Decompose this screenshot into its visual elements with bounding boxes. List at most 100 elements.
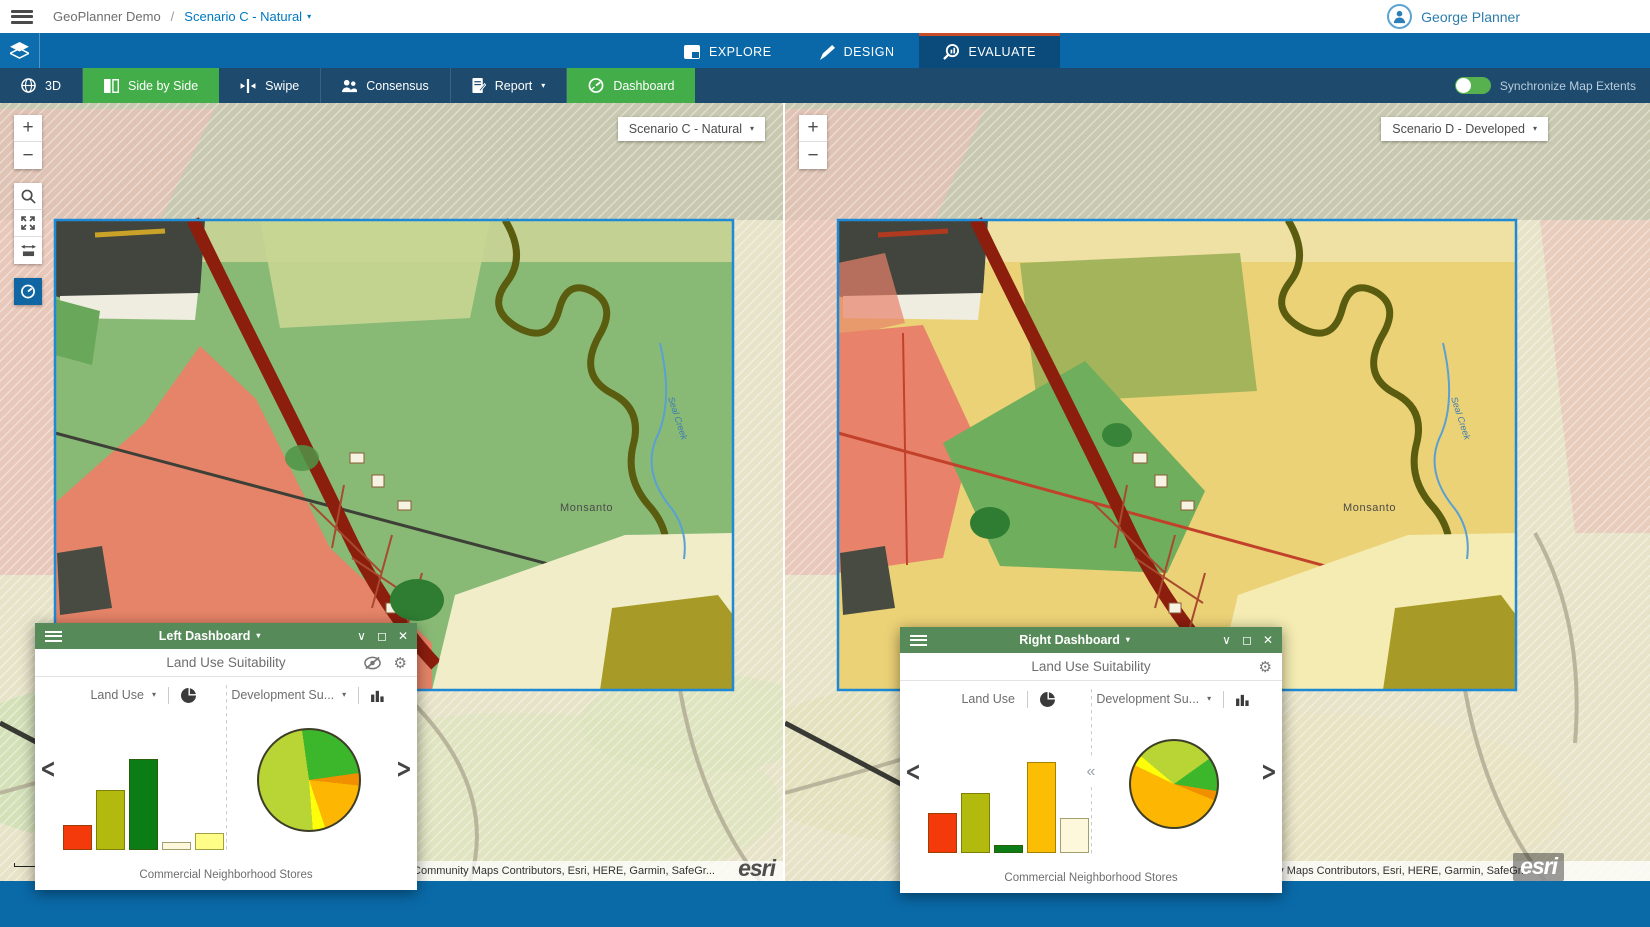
maximize-icon[interactable]: ◻ [376, 629, 387, 643]
dashboard-button-label: Dashboard [613, 78, 675, 93]
tab-design[interactable]: DESIGN [796, 33, 919, 68]
sync-extents-toggle[interactable] [1454, 77, 1491, 94]
close-icon[interactable]: ✕ [397, 629, 408, 643]
tab-evaluate[interactable]: EVALUATE [918, 33, 1060, 68]
attribution-right: Esri Community Maps Contributors, Esri, … [1196, 861, 1650, 881]
swipe-button[interactable]: Swipe [219, 68, 322, 103]
scenario-select-right-label: Scenario D - Developed [1392, 122, 1525, 136]
study-extent-left: Seal Creek Monsanto [54, 217, 734, 690]
caret-down-icon: ▾ [152, 690, 157, 699]
chart-selector[interactable]: Development Su... [1096, 692, 1200, 706]
gauge-icon [21, 284, 35, 299]
maximize-icon[interactable]: ◻ [1241, 633, 1252, 647]
measure-tool-button[interactable] [14, 237, 42, 264]
gauge-icon [588, 78, 604, 93]
dashboard-left-header: Left Dashboard ▾ ∨ ◻ ✕ [35, 623, 417, 649]
evaluate-icon [942, 44, 959, 60]
carousel-prev-button[interactable]: < [905, 756, 921, 788]
chart-caption: Commercial Neighborhood Stores [139, 869, 313, 881]
chart-card-land-use: Land Use [926, 681, 1091, 863]
collapse-icon[interactable]: ∨ [357, 629, 366, 643]
window-controls: ∨ ◻ ✕ [357, 630, 408, 642]
caret-down-icon: ▾ [1125, 635, 1130, 644]
place-label-left: Monsanto [560, 502, 613, 514]
dashboard-left-title-select[interactable]: Left Dashboard ▾ [62, 629, 357, 643]
extent-tool-button[interactable] [14, 210, 42, 237]
dashboard-right-charts: < Land Use « Development Su... ▾ [900, 681, 1282, 863]
gear-icon[interactable]: ⚙ [393, 654, 407, 672]
dashboard-window-right: Right Dashboard ▾ ∨ ◻ ✕ Land Use Suitabi… [900, 627, 1282, 893]
dashboard-button[interactable]: Dashboard [567, 68, 696, 103]
carousel-prev-button[interactable]: < [40, 753, 56, 784]
chart-card-header: Development Su... ▾ [227, 682, 392, 708]
zoom-in-button[interactable]: + [799, 115, 827, 142]
dashboard-right-title-select[interactable]: Right Dashboard ▾ [927, 633, 1222, 647]
pie-chart-left [227, 708, 392, 860]
caret-down-icon: ▾ [342, 690, 347, 699]
caret-down-icon: ▾ [256, 631, 261, 640]
caret-down-icon: ▾ [541, 80, 546, 90]
card-divider [225, 685, 227, 852]
side-by-side-button[interactable]: Side by Side [82, 68, 220, 103]
3d-button[interactable]: 3D [0, 68, 83, 103]
scenario-select-right[interactable]: Scenario D - Developed ▾ [1381, 117, 1548, 141]
3d-button-label: 3D [45, 78, 61, 93]
bar-chart-icon[interactable] [371, 689, 386, 702]
dashboard-menu-icon[interactable] [910, 634, 927, 646]
zoom-out-button[interactable]: − [14, 142, 42, 169]
bar-chart-right [926, 712, 1091, 863]
scenario-select-left-label: Scenario C - Natural [628, 122, 742, 136]
collapse-panel-icon[interactable]: « [1085, 759, 1097, 785]
collapse-icon[interactable]: ∨ [1222, 633, 1231, 647]
chart-card-dev-suitability: Development Su... ▾ [227, 677, 392, 860]
chart-selector[interactable]: Land Use [961, 692, 1015, 706]
chart-card-dev-suitability: Development Su... ▾ [1092, 681, 1257, 863]
user-menu[interactable]: George Planner [1387, 4, 1520, 29]
search-tool-button[interactable] [14, 183, 42, 210]
tab-explore-label: EXPLORE [709, 45, 772, 59]
side-by-side-icon [104, 78, 119, 93]
report-button[interactable]: Report ▾ [451, 68, 568, 103]
zoom-in-button[interactable]: + [14, 115, 42, 142]
scenario-select-left[interactable]: Scenario C - Natural ▾ [617, 117, 765, 141]
map-controls-left: + − [14, 115, 42, 319]
widget-title-row: Land Use Suitability ⚙ [35, 649, 417, 677]
consensus-button[interactable]: Consensus [321, 68, 451, 103]
bar-chart-icon[interactable] [1236, 693, 1251, 706]
user-name: George Planner [1421, 8, 1520, 25]
chart-card-header: Development Su... ▾ [1092, 686, 1257, 712]
swipe-button-label: Swipe [265, 78, 300, 93]
breadcrumb: GeoPlanner Demo / Scenario C - Natural ▾ [53, 9, 311, 24]
visibility-off-icon[interactable] [363, 656, 381, 670]
esri-logo-left: esri [738, 855, 776, 881]
sync-extents-label: Synchronize Map Extents [1499, 78, 1636, 93]
dashboard-left-charts: < Land Use ▾ Development Su... ▾ [35, 677, 417, 860]
pie-chart-icon[interactable] [181, 687, 197, 703]
swipe-icon [240, 78, 256, 93]
carousel-next-button[interactable]: > [1261, 756, 1277, 788]
close-icon[interactable]: ✕ [1262, 633, 1273, 647]
place-label-right: Monsanto [1343, 502, 1396, 514]
pie-chart-right [1092, 712, 1257, 863]
caret-down-icon: ▾ [1207, 694, 1212, 703]
report-icon [472, 78, 486, 93]
tab-explore[interactable]: EXPLORE [660, 33, 796, 68]
widget-title: Land Use Suitability [1031, 659, 1151, 674]
gear-icon[interactable]: ⚙ [1258, 658, 1272, 676]
dashboard-tool-button[interactable] [14, 278, 42, 305]
globe-icon [21, 78, 36, 93]
tab-design-label: DESIGN [843, 45, 895, 59]
dashboard-menu-icon[interactable] [45, 630, 62, 642]
chart-selector[interactable]: Land Use [90, 688, 144, 702]
chart-selector[interactable]: Development Su... [231, 688, 335, 702]
nav-tabs: EXPLORE DESIGN EVALUATE [660, 33, 1060, 68]
layers-icon [10, 42, 29, 59]
pie-chart-icon[interactable] [1040, 691, 1055, 707]
layers-button[interactable] [0, 33, 40, 68]
carousel-next-button[interactable]: > [396, 753, 412, 784]
scenario-breadcrumb[interactable]: Scenario C - Natural ▾ [184, 9, 311, 24]
caret-down-icon: ▾ [749, 124, 754, 133]
zoom-out-button[interactable]: − [799, 142, 827, 169]
hamburger-menu-icon[interactable] [11, 9, 33, 24]
breadcrumb-separator: / [170, 9, 175, 24]
